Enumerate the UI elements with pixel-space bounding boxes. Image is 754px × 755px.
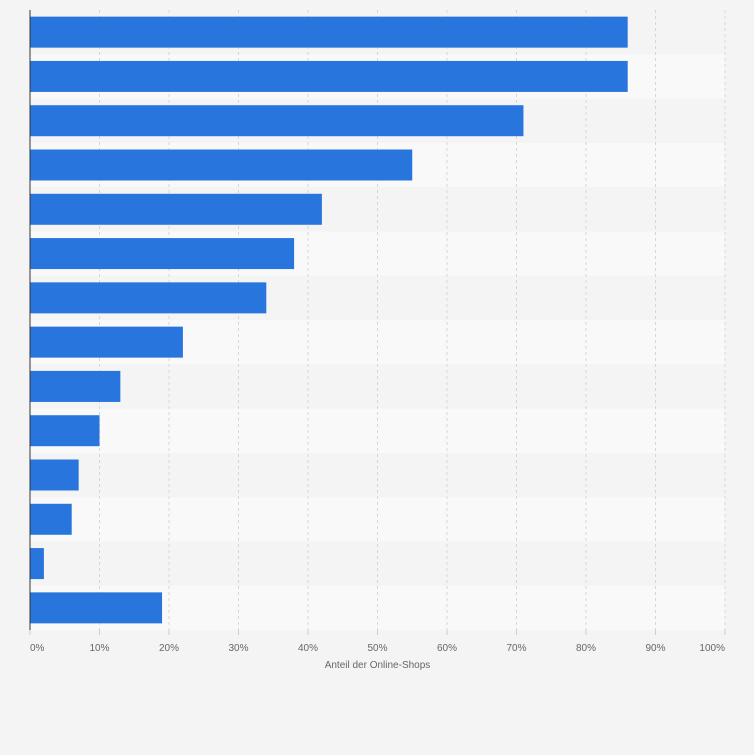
bar[interactable]: [30, 459, 79, 491]
x-tick-label: 20%: [159, 643, 179, 654]
bar[interactable]: [30, 592, 163, 624]
bar[interactable]: [30, 149, 413, 181]
x-tick-labels: 0% 10% 20% 30% 40% 50% 60% 70% 80% 90% 100%: [29, 630, 726, 654]
x-tick-label: 0%: [30, 643, 45, 654]
bar[interactable]: [30, 238, 295, 270]
x-tick-label: 10%: [89, 643, 109, 654]
bar[interactable]: [30, 193, 322, 225]
bar[interactable]: [30, 282, 267, 314]
bar[interactable]: [30, 105, 524, 137]
x-tick-label: 100%: [699, 643, 725, 654]
x-tick-label: 60%: [437, 643, 457, 654]
x-tick-label: 70%: [506, 643, 526, 654]
x-axis-label: Anteil der Online-Shops: [325, 660, 431, 671]
x-tick-label: 90%: [645, 643, 665, 654]
bar[interactable]: [30, 503, 72, 535]
bars: [30, 16, 628, 624]
x-tick-label: 50%: [367, 643, 387, 654]
bar[interactable]: [30, 548, 44, 580]
x-tick-label: 80%: [576, 643, 596, 654]
bar[interactable]: [30, 16, 628, 48]
x-tick-label: 30%: [228, 643, 248, 654]
x-tick-label: 40%: [298, 643, 318, 654]
bar[interactable]: [30, 60, 628, 92]
bar[interactable]: [30, 415, 100, 447]
bar[interactable]: [30, 326, 183, 358]
bar[interactable]: [30, 370, 121, 402]
